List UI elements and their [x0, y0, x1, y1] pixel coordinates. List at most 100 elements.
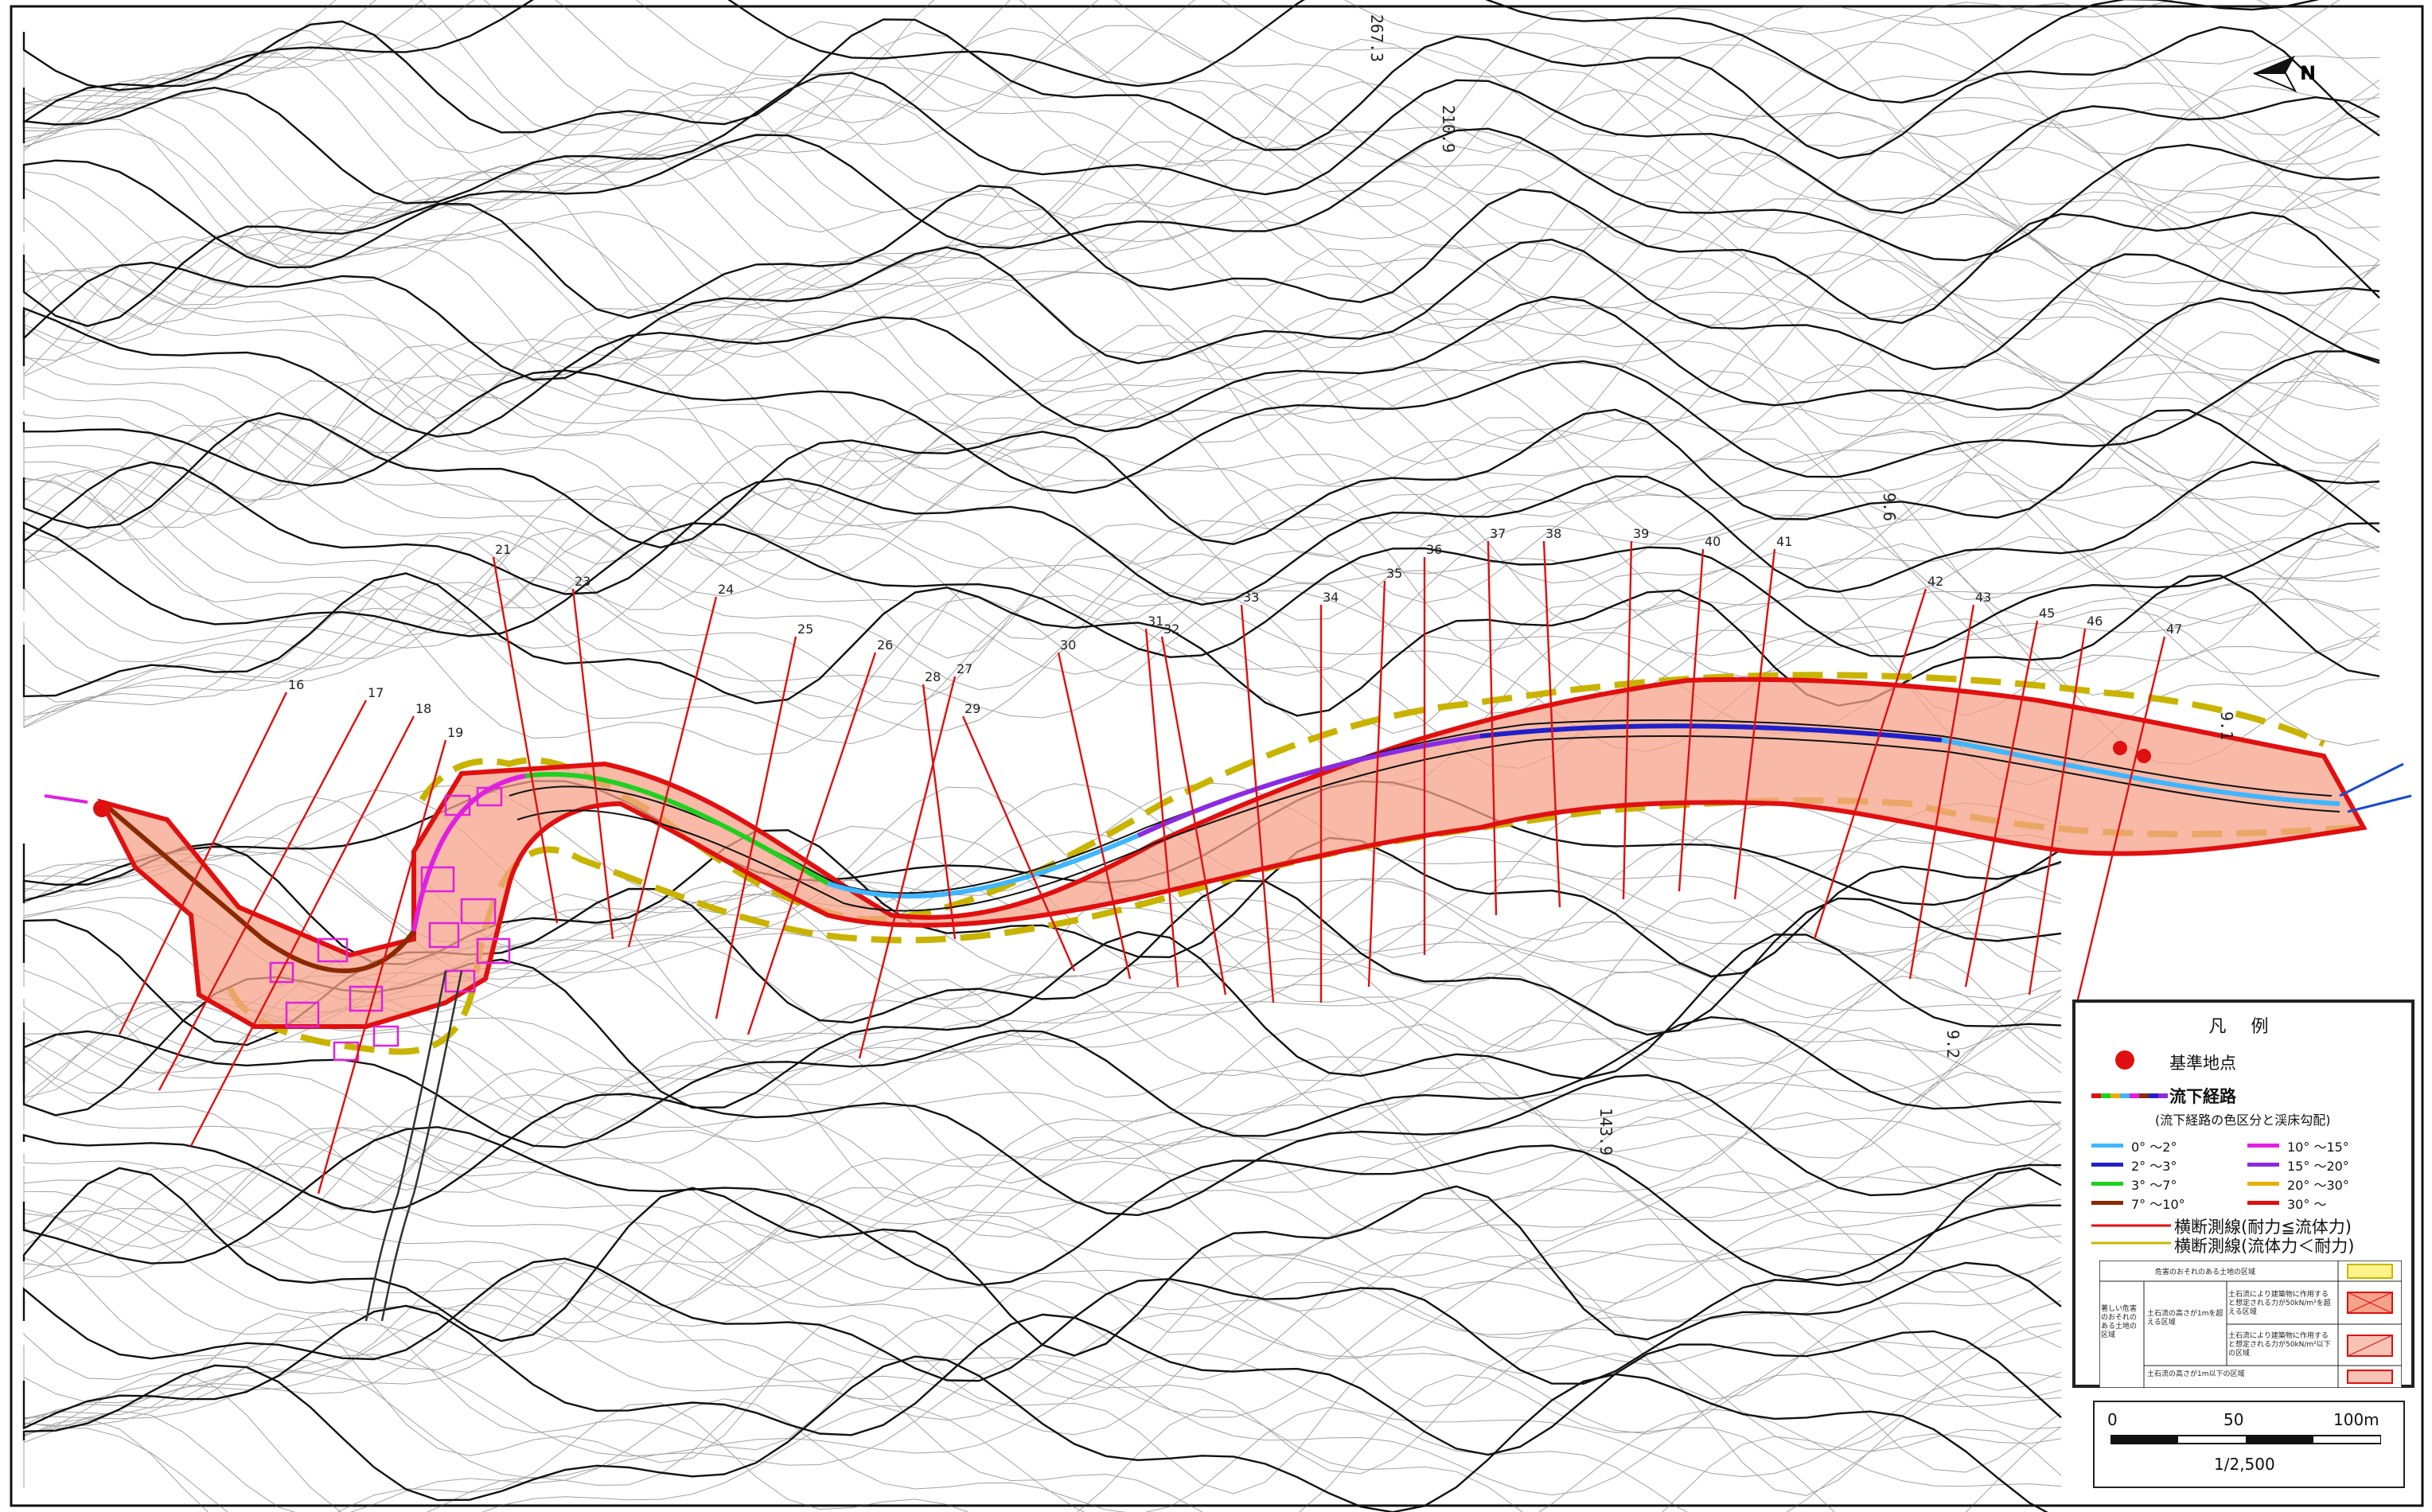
gradient-label: 3° ～7°	[2131, 1178, 2177, 1193]
contour-line	[23, 782, 2062, 924]
cross-section-line	[746, 652, 877, 1035]
contour-line	[22, 185, 2380, 327]
contour-line	[23, 413, 2380, 565]
section-number: 34	[1323, 590, 1339, 605]
legend-table-grid	[2099, 1261, 2402, 1388]
section-number: 41	[1776, 534, 1792, 549]
gradient-label: 7° ～10°	[2131, 1197, 2185, 1212]
contour-line	[23, 77, 2380, 230]
contour-line	[22, 350, 2380, 494]
base-point	[2113, 741, 2127, 755]
road-right	[2339, 762, 2412, 813]
contour-line	[23, 1262, 2062, 1451]
contour-label: 143.9	[1596, 1107, 1616, 1156]
section-number: 28	[925, 669, 941, 684]
contour-line	[23, 0, 2380, 155]
section-number: 40	[1705, 534, 1721, 549]
contour-line	[23, 303, 2380, 472]
contour-line	[22, 1304, 2062, 1456]
contour-line	[23, 353, 2380, 512]
contour-line	[22, 0, 2320, 104]
contour-line	[23, 1405, 2062, 1512]
gradient-swatch	[2091, 1182, 2123, 1186]
section-number: 45	[2039, 606, 2055, 621]
gradient-label: 10° ～15°	[2287, 1140, 2349, 1155]
contour-line	[23, 420, 2380, 603]
contour-line	[23, 1023, 2062, 1191]
contour-line	[23, 251, 2380, 437]
legend-table-r3: 土石流の高さが1m以下の区域	[2147, 1370, 2245, 1378]
contour-line	[23, 0, 2340, 175]
cross-line-icons	[2091, 1224, 2171, 1245]
gradient-swatch	[2091, 1144, 2123, 1148]
flow-entry	[44, 794, 88, 804]
section-number: 35	[1386, 566, 1402, 581]
section-number: 36	[1426, 542, 1442, 557]
section-number: 42	[1927, 574, 1943, 589]
scale-bar: 0 50 100m 1/2,500	[2093, 1401, 2405, 1488]
contour-line	[23, 248, 2380, 419]
major-contours	[22, 0, 2380, 1512]
contour-line	[23, 1163, 2062, 1289]
contour-line	[23, 25, 2380, 197]
contour-line	[22, 127, 2380, 269]
section-number: 17	[368, 685, 384, 700]
contour-line	[23, 198, 2380, 377]
contour-line	[23, 582, 2380, 752]
cross-section-line	[1057, 652, 1132, 980]
contour-line	[23, 786, 2062, 972]
contour-line	[23, 1303, 2062, 1435]
legend-table-row0: 危害のおそれのある土地の区域	[2155, 1268, 2256, 1276]
buildings	[269, 786, 511, 1062]
legend-cross-line-2: 横断測線(流体力＜耐力)	[2174, 1237, 2355, 1256]
contour-line	[23, 1208, 2062, 1339]
contour-line	[23, 976, 2062, 1163]
legend: 凡 例 基準地点 流下経路 (流下経路の色区分と渓床勾配) 0° ～2° 10° …	[2072, 1000, 2414, 1388]
gradient-swatch	[2247, 1163, 2279, 1167]
contour-line	[23, 0, 2380, 121]
contour-line	[23, 1167, 2062, 1334]
section-number: 18	[415, 701, 431, 716]
contour-line	[23, 465, 2380, 624]
cross-section-line	[571, 588, 614, 940]
cross-section-line	[118, 692, 288, 1035]
cross-section-line	[1733, 548, 1776, 900]
contour-line	[22, 1126, 2062, 1286]
cross-section-line	[1622, 540, 1633, 900]
section-number: 47	[2166, 622, 2182, 637]
contour-line	[23, 1398, 2062, 1512]
gradient-swatch	[2247, 1144, 2279, 1148]
gradient-swatch	[2091, 1201, 2123, 1205]
contour-label: 9.2	[1943, 1029, 1963, 1059]
legend-flow-note: (流下経路の色区分と渓床勾配)	[2155, 1113, 2331, 1128]
cross-section-line	[1160, 636, 1227, 996]
north-arrow: N	[2251, 51, 2316, 95]
gradient-label: 30° ～	[2287, 1197, 2327, 1212]
contour-label: 9.6	[1880, 492, 1900, 522]
section-number: 38	[1545, 526, 1561, 541]
base-point-icon	[2115, 1050, 2134, 1070]
cross-section-line	[1964, 620, 2039, 988]
legend-table-mid1: 土石流の高さが1mを超える区域	[2147, 1310, 2223, 1327]
contour-line	[23, 831, 2062, 989]
contour-line	[23, 1221, 2062, 1400]
cross-section-line	[922, 684, 957, 940]
scale-ratio: 1/2,500	[2214, 1455, 2275, 1474]
contour-line	[23, 1358, 2062, 1512]
gradient-label: 20° ～30°	[2287, 1178, 2349, 1193]
contour-line	[23, 256, 2380, 455]
contour-line	[22, 520, 2380, 659]
legend-table-r1: 土石流により建築物に作用すると想定される力が50kN/m²を超える区域	[2228, 1291, 2331, 1316]
scale-tick-50: 50	[2223, 1410, 2244, 1429]
contour-line	[23, 419, 2380, 584]
road	[364, 970, 463, 1322]
section-number: 32	[1163, 622, 1179, 637]
contour-line	[23, 576, 2380, 734]
contour-line	[22, 461, 2380, 606]
contour-line	[23, 32, 2380, 232]
cross-section-line	[1240, 604, 1275, 1003]
contour-line	[23, 530, 2380, 714]
contour-line	[22, 1074, 2062, 1217]
